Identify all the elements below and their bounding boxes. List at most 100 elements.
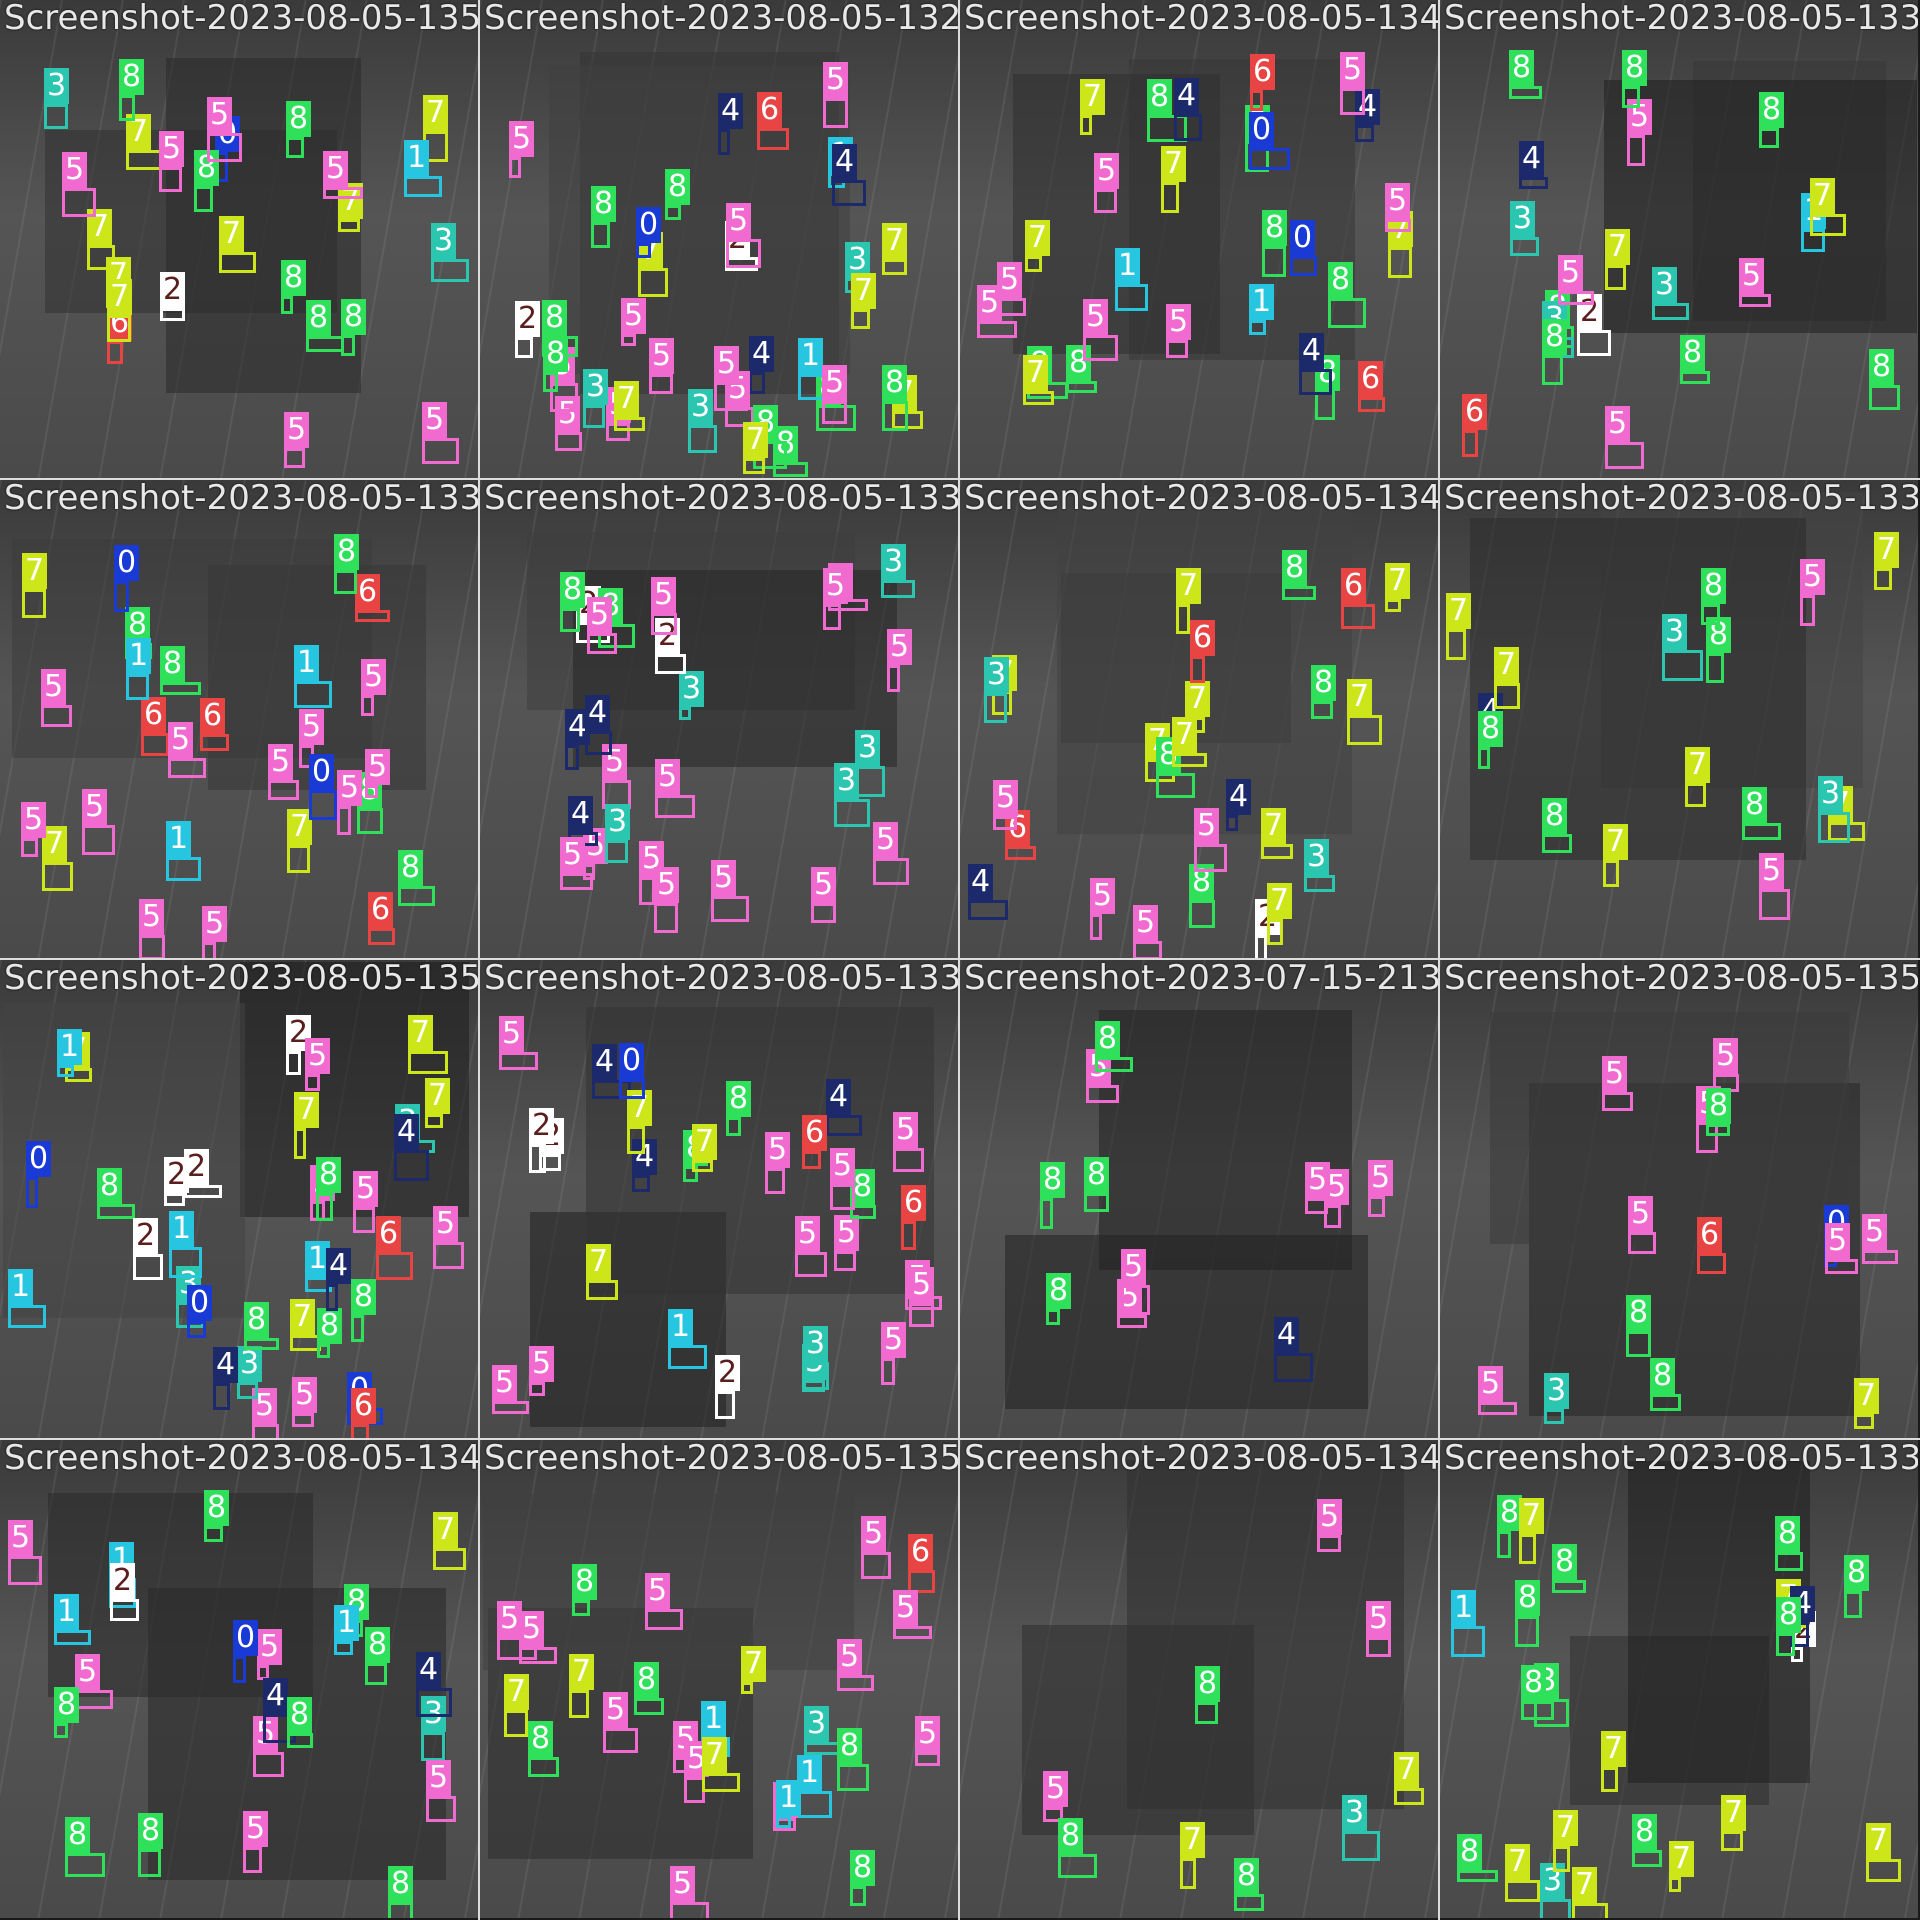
detection-label: 7 <box>504 1674 530 1710</box>
detection-label: 5 <box>1368 1160 1394 1196</box>
detection-label: 5 <box>305 1038 331 1074</box>
detection-label: 5 <box>602 744 628 780</box>
detection-label: 1 <box>54 1594 80 1630</box>
detection-box <box>773 1818 796 1831</box>
mosaic-tile: 6 6 6 6 7 7 7 1 1 8 8 5 5 5 5 5 5 5 5 5 5 0 5 1 0 8 8 8 Screenshot-2… <box>0 480 478 958</box>
detection-label: 8 <box>398 850 424 886</box>
detection-box <box>353 1207 375 1233</box>
detection-box <box>1801 229 1825 252</box>
detection-label: 5 <box>323 151 349 187</box>
detection-label: 5 <box>1083 299 1109 335</box>
detection-label: 4 <box>1355 89 1381 125</box>
detection-label: 3 <box>803 1326 829 1362</box>
detection-box <box>361 695 374 716</box>
detection-label: 7 <box>1161 146 1187 182</box>
detection-label: 2 <box>715 1355 741 1391</box>
detection-label: 7 <box>87 209 113 245</box>
detection-label: 5 <box>1340 52 1366 88</box>
detection-label: 8 <box>306 300 332 336</box>
detection-label: 5 <box>1713 1038 1739 1074</box>
frame-panel <box>1490 1012 1849 1244</box>
detection-box <box>139 935 165 958</box>
detection-box <box>8 1556 42 1585</box>
detection-label: 6 <box>1250 54 1276 90</box>
detection-box <box>1115 284 1148 311</box>
mosaic-tile: 8888810555586777764041455587Screenshot-2… <box>960 0 1438 478</box>
detection-label: 1 <box>701 1701 727 1737</box>
detection-label: 7 <box>1721 1795 1747 1831</box>
detection-label: 5 <box>1166 304 1192 340</box>
detection-label: 1 <box>126 638 152 674</box>
detection-label: 2 <box>1577 294 1603 330</box>
detection-label: 5 <box>645 1573 671 1609</box>
mosaic-tile: 37771077234555832886601255512884041Scree… <box>0 960 478 1438</box>
detection-label: 2 <box>529 1108 555 1144</box>
detection-box <box>1083 335 1118 361</box>
detection-label: 7 <box>290 1299 316 1335</box>
detection-box <box>1478 747 1490 769</box>
detection-box <box>492 1401 529 1414</box>
detection-box <box>1854 1414 1874 1429</box>
detection-box <box>26 1177 38 1208</box>
detection-box <box>765 1168 785 1194</box>
detection-label: 2 <box>515 301 541 337</box>
detection-box <box>309 790 337 820</box>
detection-box <box>837 1675 874 1691</box>
detection-label: 7 <box>1267 883 1293 919</box>
detection-label: 8 <box>1706 617 1732 653</box>
detection-box <box>665 205 681 220</box>
detection-box <box>1542 355 1563 385</box>
mosaic-tile: 76085555855583Screenshot-2023-08-05-135 <box>1440 960 1918 1438</box>
frame-panel <box>1099 1010 1352 1270</box>
grid-divider-vertical <box>478 0 480 1920</box>
detection-label: 5 <box>499 1016 525 1052</box>
detection-label: 8 <box>1701 568 1727 604</box>
detection-label: 4 <box>394 1114 420 1150</box>
detection-label: 7 <box>42 826 68 862</box>
detection-box <box>826 1115 862 1136</box>
detection-label: 3 <box>834 763 860 799</box>
detection-label: 7 <box>1023 355 1049 391</box>
detection-box <box>1776 1633 1795 1656</box>
detection-box <box>795 1252 827 1277</box>
detection-label: 3 <box>804 1706 830 1742</box>
detection-box <box>1299 369 1332 395</box>
detection-box <box>82 825 115 855</box>
detection-label: 8 <box>1515 1580 1541 1616</box>
detection-box <box>8 1305 46 1328</box>
detection-box <box>159 167 182 192</box>
detection-box <box>1759 128 1779 148</box>
detection-label: 3 <box>1304 839 1330 875</box>
detection-label: 8 <box>334 534 360 570</box>
detection-box <box>1317 1535 1341 1552</box>
detection-box <box>1866 1859 1901 1882</box>
detection-label: 5 <box>587 597 613 633</box>
tile-filename-overlay: Screenshot-2023-08-05-1352 <box>4 0 478 38</box>
detection-box <box>509 157 521 178</box>
detection-label: 4 <box>585 695 611 731</box>
detection-label: 7 <box>692 1124 718 1160</box>
detection-label: 4 <box>592 1044 618 1080</box>
detection-label: 1 <box>1115 248 1141 284</box>
detection-label: 8 <box>591 186 617 222</box>
detection-box <box>1086 1085 1119 1103</box>
detection-label: 7 <box>1685 747 1711 783</box>
detection-box <box>237 1382 258 1399</box>
detection-box <box>692 1160 713 1172</box>
detection-label: 5 <box>909 1267 935 1303</box>
detection-label: 1 <box>57 1029 83 1065</box>
detection-label: 5 <box>1194 808 1220 844</box>
detection-box <box>1652 303 1689 320</box>
detection-box <box>726 1117 741 1136</box>
detection-label: 7 <box>1605 229 1631 265</box>
detection-box <box>572 1600 590 1616</box>
detection-label: 5 <box>555 396 581 432</box>
detection-label: 8 <box>244 1302 270 1338</box>
detection-label: 8 <box>1680 335 1706 371</box>
detection-label: 8 <box>1759 92 1785 128</box>
detection-box <box>881 1358 895 1385</box>
detection-label: 8 <box>138 1813 164 1849</box>
detection-label: 1 <box>798 338 824 374</box>
detection-box <box>834 1251 856 1271</box>
detection-box <box>164 1193 185 1206</box>
